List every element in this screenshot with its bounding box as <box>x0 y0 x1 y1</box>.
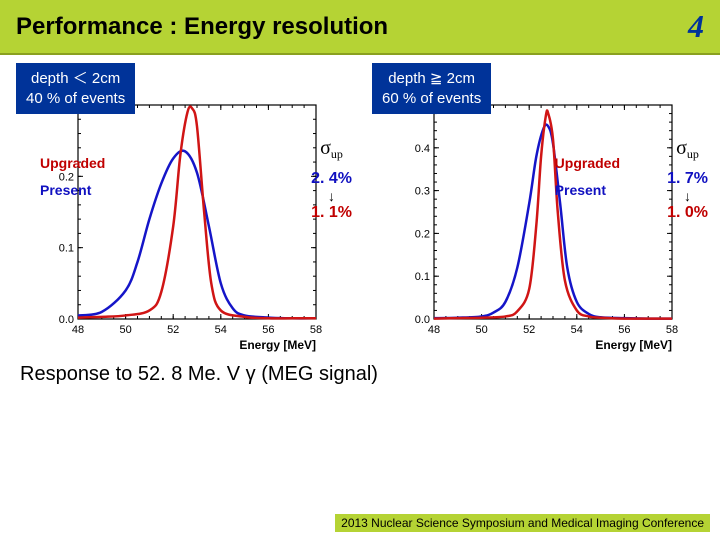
badge-left: depth ＜ 2cm 40 % of events <box>16 63 135 114</box>
content-row: depth ＜ 2cm 40 % of events 4850525456580… <box>0 55 720 359</box>
svg-text:0.1: 0.1 <box>415 271 430 283</box>
badge-right: depth ≧ 2cm 60 % of events <box>372 63 491 114</box>
svg-text:54: 54 <box>215 324 227 336</box>
legend-right: Upgraded Present <box>555 153 620 201</box>
chart-right: 4850525456580.00.10.20.30.40.5Energy [Me… <box>368 95 708 355</box>
svg-text:50: 50 <box>475 324 487 336</box>
svg-text:0.3: 0.3 <box>415 186 430 198</box>
footer: 2013 Nuclear Science Symposium and Medic… <box>335 514 710 532</box>
chart-left: 4850525456580.00.10.20.3Energy [MeV] Upg… <box>12 95 352 355</box>
caption: Response to 52. 8 Me. V γ (MEG signal) <box>0 359 720 390</box>
sigma-val1: 2. 4% <box>311 170 352 188</box>
sigma-val1: 1. 7% <box>667 170 708 188</box>
sigma-left: σup 2. 4% ↓ 1. 1% <box>311 137 352 222</box>
page-number: 4 <box>688 8 704 45</box>
svg-text:0.2: 0.2 <box>415 228 430 240</box>
sigma-val2: 1. 0% <box>667 204 708 222</box>
svg-text:0.0: 0.0 <box>59 314 74 326</box>
svg-text:0.0: 0.0 <box>415 314 430 326</box>
badge-line1: depth ＜ 2cm <box>26 69 125 89</box>
legend-present: Present <box>40 180 105 201</box>
svg-text:52: 52 <box>167 324 179 336</box>
title-bar: Performance : Energy resolution 4 <box>0 0 720 55</box>
sigma-val2: 1. 1% <box>311 204 352 222</box>
svg-text:0.1: 0.1 <box>59 243 74 255</box>
panel-left: depth ＜ 2cm 40 % of events 4850525456580… <box>12 67 352 355</box>
sigma-arrow: ↓ <box>667 188 708 204</box>
legend-present: Present <box>555 180 620 201</box>
svg-text:0.4: 0.4 <box>415 143 430 155</box>
svg-text:52: 52 <box>523 324 535 336</box>
svg-text:58: 58 <box>310 324 322 336</box>
badge-line2: 40 % of events <box>26 89 125 109</box>
svg-text:50: 50 <box>119 324 131 336</box>
badge-line2: 60 % of events <box>382 89 481 109</box>
chart-svg-right: 4850525456580.00.10.20.30.40.5Energy [Me… <box>368 95 708 355</box>
badge-line1: depth ≧ 2cm <box>382 69 481 89</box>
svg-text:58: 58 <box>666 324 678 336</box>
svg-text:56: 56 <box>618 324 630 336</box>
legend-upgraded: Upgraded <box>555 153 620 174</box>
panel-right: depth ≧ 2cm 60 % of events 4850525456580… <box>368 67 708 355</box>
svg-text:Energy [MeV]: Energy [MeV] <box>595 338 672 352</box>
chart-svg-left: 4850525456580.00.10.20.3Energy [MeV] <box>12 95 352 355</box>
sigma-symbol: σup <box>667 137 708 162</box>
svg-text:56: 56 <box>262 324 274 336</box>
legend-upgraded: Upgraded <box>40 153 105 174</box>
legend-left: Upgraded Present <box>40 153 105 201</box>
svg-text:Energy [MeV]: Energy [MeV] <box>239 338 316 352</box>
sigma-symbol: σup <box>311 137 352 162</box>
sigma-right: σup 1. 7% ↓ 1. 0% <box>667 137 708 222</box>
sigma-arrow: ↓ <box>311 188 352 204</box>
svg-text:54: 54 <box>571 324 583 336</box>
page-title: Performance : Energy resolution <box>16 13 388 41</box>
